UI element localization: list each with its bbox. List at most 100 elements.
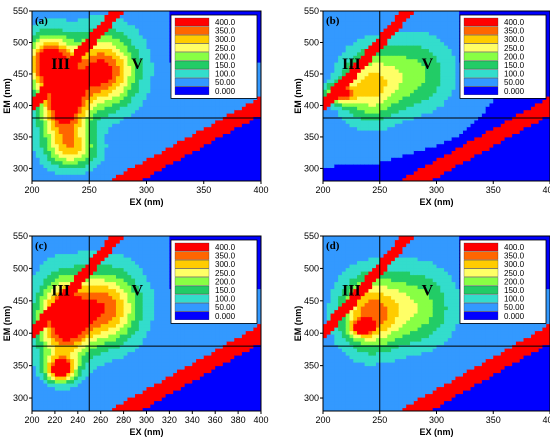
heatmap-cell: [66, 106, 71, 111]
heatmap-cell: [391, 24, 396, 29]
heatmap-cell: [379, 75, 385, 80]
heatmap-cell: [360, 17, 366, 22]
heatmap-cell: [455, 45, 460, 49]
heatmap-cell: [127, 45, 132, 49]
heatmap-cell: [375, 34, 381, 39]
heatmap-cell: [241, 123, 247, 128]
heatmap-cell: [73, 58, 79, 63]
heatmap-cell: [368, 51, 373, 56]
heatmap-cell: [131, 14, 136, 19]
heatmap-cell: [383, 14, 388, 19]
heatmap-cell: [35, 89, 41, 94]
heatmap-cell: [345, 72, 351, 77]
heatmap-cell: [169, 102, 174, 107]
heatmap-cell: [54, 174, 60, 179]
heatmap-cell: [368, 11, 373, 15]
heatmap-cell: [410, 119, 415, 124]
heatmap-cell: [131, 160, 136, 165]
heatmap-cell: [394, 150, 400, 155]
heatmap-cell: [39, 21, 45, 26]
heatmap-cell: [62, 150, 67, 155]
heatmap-cell: [89, 14, 94, 19]
heatmap-cell: [341, 167, 347, 172]
heatmap-cell: [398, 28, 404, 32]
heatmap-cell: [360, 82, 366, 87]
heatmap-cell: [413, 82, 419, 87]
heatmap-cell: [257, 160, 261, 165]
heatmap-cell: [413, 164, 419, 168]
heatmap-cell: [234, 174, 239, 179]
heatmap-cell: [146, 55, 151, 60]
heatmap-cell: [432, 31, 438, 36]
heatmap-cell: [62, 153, 67, 158]
heatmap-cell: [341, 109, 347, 114]
heatmap-cell: [66, 11, 71, 15]
heatmap-cell: [383, 72, 388, 77]
heatmap-cell: [436, 79, 441, 83]
heatmap-cell: [447, 106, 453, 111]
legend-swatch: [174, 43, 210, 52]
heatmap-cell: [238, 11, 243, 15]
heatmap-cell: [391, 17, 396, 22]
heatmap-cell: [96, 123, 102, 128]
heatmap-cell: [135, 28, 140, 32]
heatmap-cell: [215, 150, 220, 155]
heatmap-cell: [157, 34, 163, 39]
heatmap-cell: [360, 31, 366, 36]
heatmap-cell: [238, 157, 243, 162]
heatmap-cell: [32, 62, 37, 66]
heatmap-cell: [323, 164, 328, 168]
heatmap-cell: [375, 113, 381, 117]
heatmap-cell: [127, 99, 132, 104]
heatmap-cell: [199, 167, 205, 172]
heatmap-cell: [410, 170, 415, 175]
heatmap-cell: [89, 147, 94, 151]
heatmap-cell: [447, 14, 453, 19]
heatmap-cell: [360, 48, 366, 53]
heatmap-cell: [257, 96, 261, 100]
heatmap-cell: [112, 174, 117, 179]
heatmap-cell: [180, 119, 186, 124]
heatmap-cell: [135, 113, 140, 117]
heatmap-cell: [32, 119, 37, 124]
heatmap-cell: [398, 31, 404, 36]
heatmap-cell: [51, 170, 56, 175]
heatmap-cell: [410, 14, 415, 19]
heatmap-cell: [451, 99, 457, 104]
heatmap-cell: [375, 92, 381, 97]
heatmap-cell: [436, 72, 441, 77]
heatmap-cell: [131, 82, 136, 87]
heatmap-cell: [184, 157, 190, 162]
heatmap-cell: [234, 133, 239, 138]
heatmap-cell: [455, 85, 460, 90]
heatmap-cell: [226, 126, 232, 131]
heatmap-cell: [353, 79, 358, 83]
heatmap-cell: [364, 89, 369, 94]
heatmap-cell: [410, 153, 415, 158]
heatmap-cell: [142, 79, 148, 83]
heatmap-cell: [436, 167, 441, 172]
heatmap-cell: [104, 140, 109, 145]
heatmap-cell: [93, 164, 98, 168]
heatmap-cell: [349, 62, 354, 66]
heatmap-cell: [353, 177, 358, 181]
heatmap-cell: [135, 167, 140, 172]
heatmap-cell: [387, 11, 392, 15]
heatmap-cell: [455, 41, 460, 46]
heatmap-cell: [154, 167, 159, 172]
heatmap-cell: [70, 58, 75, 63]
heatmap-cell: [417, 102, 422, 107]
heatmap-cell: [51, 72, 56, 77]
heatmap-cell: [73, 106, 79, 111]
heatmap-cell: [35, 38, 41, 43]
heatmap-cell: [54, 45, 60, 49]
heatmap-cell: [444, 160, 449, 165]
heatmap-cell: [391, 72, 396, 77]
heatmap-cell: [207, 153, 212, 158]
heatmap-cell: [334, 38, 339, 43]
heatmap-cell: [32, 48, 37, 53]
heatmap-cell: [119, 82, 125, 87]
heatmap-cell: [417, 79, 422, 83]
heatmap-cell: [157, 31, 163, 36]
heatmap-cell: [39, 133, 45, 138]
